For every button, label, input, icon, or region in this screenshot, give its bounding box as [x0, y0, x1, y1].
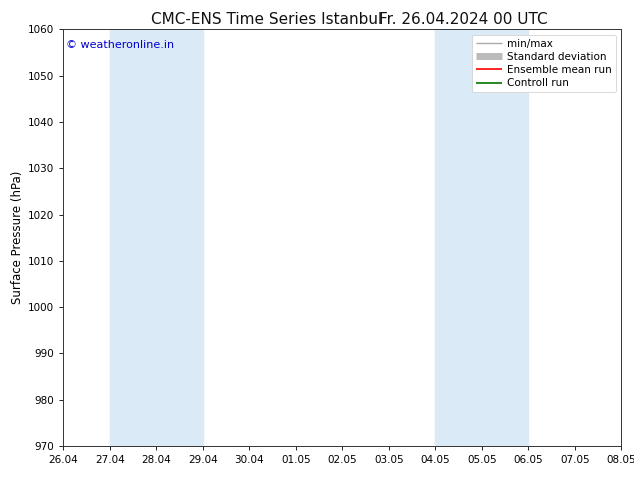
Bar: [436, 29, 528, 446]
Text: © weatheronline.in: © weatheronline.in: [66, 40, 174, 50]
Bar: [110, 29, 203, 446]
Text: CMC-ENS Time Series Istanbul: CMC-ENS Time Series Istanbul: [151, 12, 382, 27]
Text: Fr. 26.04.2024 00 UTC: Fr. 26.04.2024 00 UTC: [378, 12, 547, 27]
Legend: min/max, Standard deviation, Ensemble mean run, Controll run: min/max, Standard deviation, Ensemble me…: [472, 35, 616, 92]
Y-axis label: Surface Pressure (hPa): Surface Pressure (hPa): [11, 171, 24, 304]
